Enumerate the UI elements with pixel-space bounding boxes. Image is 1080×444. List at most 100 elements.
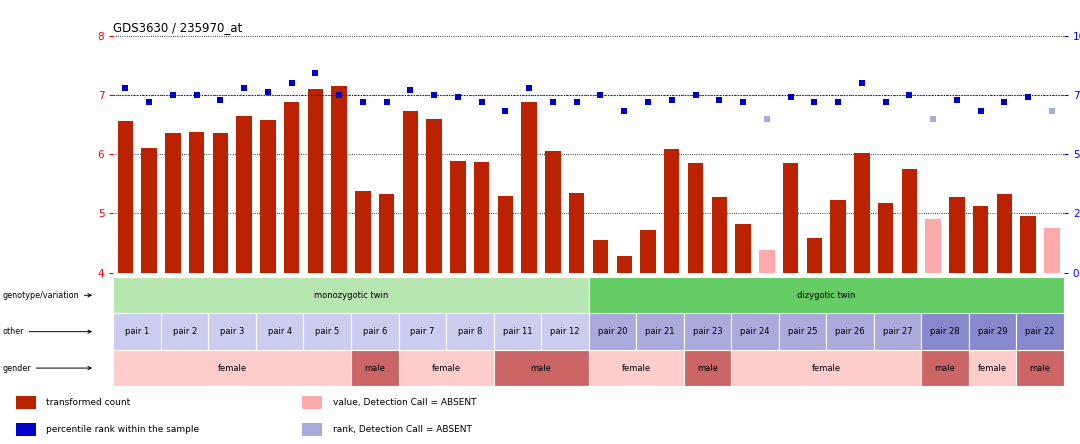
Bar [735,224,751,273]
Bar [351,350,399,386]
Bar [684,313,731,350]
Text: pair 20: pair 20 [597,327,627,336]
Bar [284,102,299,273]
Bar [260,120,275,273]
Bar [684,350,731,386]
Bar [16,423,36,436]
Bar [589,313,636,350]
Bar [1021,216,1036,273]
Bar [399,350,494,386]
Bar [617,256,632,273]
Text: dizygotic twin: dizygotic twin [797,291,855,300]
Point [426,91,443,99]
Bar [446,313,494,350]
Bar [494,313,541,350]
Text: pair 6: pair 6 [363,327,387,336]
Point [877,99,894,106]
Point [497,108,514,115]
Bar [355,191,370,273]
Bar [332,86,347,273]
Bar [303,313,351,350]
Text: pair 24: pair 24 [740,327,770,336]
Point [140,99,158,106]
Bar [189,131,204,273]
Point [734,99,752,106]
Bar [16,396,36,409]
Point [354,99,372,106]
Text: pair 1: pair 1 [125,327,149,336]
Point [1043,108,1061,115]
Bar [403,111,418,273]
Point [663,96,680,103]
Bar [949,197,964,273]
Point [259,89,276,96]
Bar [921,350,969,386]
Bar [731,350,921,386]
Text: pair 23: pair 23 [692,327,723,336]
Point [687,91,704,99]
Point [782,94,799,101]
Bar [926,219,941,273]
Text: pair 22: pair 22 [1025,327,1055,336]
Bar [541,313,589,350]
Bar [494,350,589,386]
Text: pair 5: pair 5 [315,327,339,336]
Text: pair 11: pair 11 [502,327,532,336]
Point [901,91,918,99]
Bar [664,149,679,273]
Text: pair 12: pair 12 [550,327,580,336]
Bar [878,202,893,273]
Bar [807,238,822,273]
Bar [450,161,465,273]
Bar [589,277,1064,313]
Bar [759,250,774,273]
Text: female: female [432,364,460,373]
Bar [636,313,684,350]
Text: male: male [530,364,552,373]
Bar [688,163,703,273]
Point [212,96,229,103]
Text: pair 27: pair 27 [882,327,913,336]
Point [188,91,205,99]
Point [164,91,181,99]
Bar [854,153,869,273]
Text: female: female [622,364,650,373]
Point [1020,94,1037,101]
Bar [1044,228,1059,273]
Text: pair 28: pair 28 [930,327,960,336]
Point [829,99,847,106]
Text: male: male [1029,364,1051,373]
Bar [545,151,561,273]
Bar [256,313,303,350]
Point [853,79,870,87]
Text: pair 3: pair 3 [220,327,244,336]
Point [592,91,609,99]
Bar [161,313,208,350]
Bar [997,194,1012,273]
Text: monozygotic twin: monozygotic twin [314,291,388,300]
Text: pair 29: pair 29 [977,327,1008,336]
Point [235,84,253,91]
Bar [1016,350,1064,386]
Bar [474,163,489,273]
Point [948,96,966,103]
Bar [569,193,584,273]
Text: pair 21: pair 21 [645,327,675,336]
Point [568,99,585,106]
Text: male: male [697,364,718,373]
Bar [113,313,161,350]
Text: genotype/variation: genotype/variation [2,291,91,300]
Bar [712,197,727,273]
Bar [874,313,921,350]
Bar [826,313,874,350]
Bar [165,133,180,273]
Point [283,79,300,87]
Bar [237,115,252,273]
Text: value, Detection Call = ABSENT: value, Detection Call = ABSENT [333,398,476,407]
Point [544,99,562,106]
Point [449,94,467,101]
Bar [427,119,442,273]
Text: gender: gender [2,364,91,373]
Text: transformed count: transformed count [46,398,131,407]
Point [972,108,989,115]
